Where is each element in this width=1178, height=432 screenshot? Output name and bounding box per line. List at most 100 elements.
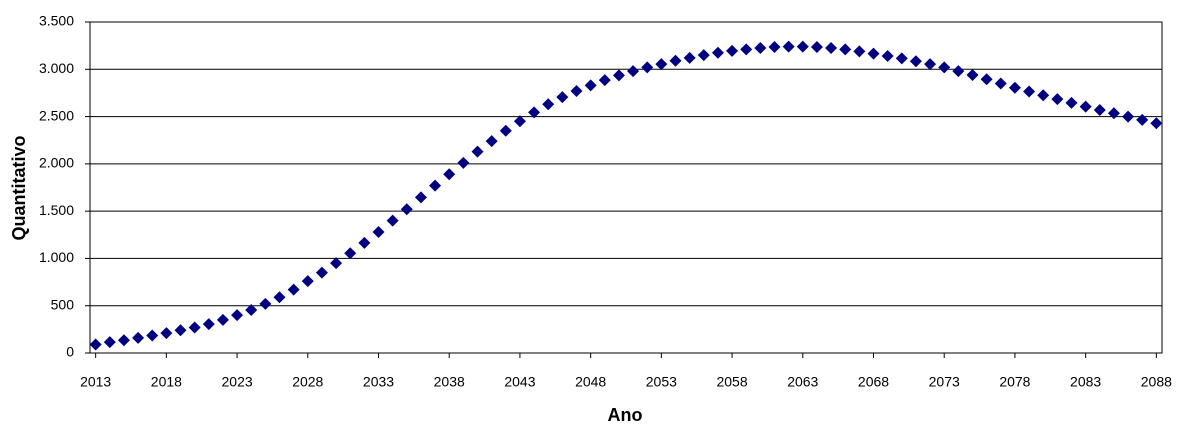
- data-point: [117, 334, 130, 347]
- x-axis-title: Ano: [608, 405, 643, 425]
- y-tick-label: 2.500: [39, 107, 74, 123]
- data-point: [726, 44, 739, 57]
- data-point: [245, 303, 258, 316]
- data-point: [542, 98, 555, 111]
- x-tick-label: 2018: [151, 374, 182, 390]
- data-point: [103, 336, 116, 349]
- data-point: [796, 40, 809, 53]
- x-tick-label: 2048: [575, 374, 606, 390]
- data-point: [768, 41, 781, 54]
- data-point: [1051, 93, 1064, 106]
- data-point: [556, 91, 569, 104]
- data-point: [259, 297, 272, 310]
- data-point: [1136, 113, 1149, 126]
- x-tick-label: 2063: [787, 374, 818, 390]
- x-tick-label: 2043: [504, 374, 535, 390]
- data-point: [697, 49, 710, 62]
- data-point: [1107, 107, 1120, 120]
- data-point: [810, 41, 823, 54]
- data-point: [980, 73, 993, 86]
- data-point: [443, 168, 456, 181]
- plot-area: [89, 21, 1163, 354]
- x-tick-label: 2068: [858, 374, 889, 390]
- data-point: [188, 321, 201, 334]
- data-point: [909, 55, 922, 68]
- data-point: [1037, 89, 1050, 102]
- data-point: [881, 50, 894, 63]
- y-axis-title: Quantitativo: [9, 135, 29, 240]
- data-point: [216, 313, 229, 326]
- x-tick-label: 2083: [1070, 374, 1101, 390]
- data-point: [1008, 81, 1021, 94]
- data-point: [1093, 103, 1106, 116]
- y-tick-label: 500: [51, 296, 75, 312]
- data-point: [160, 327, 173, 340]
- x-tick-label: 2058: [716, 374, 747, 390]
- data-point: [231, 309, 244, 322]
- data-point: [471, 145, 484, 158]
- data-point: [598, 74, 611, 87]
- data-point: [513, 115, 526, 128]
- y-tick-label: 3.000: [39, 60, 74, 76]
- x-tick-label: 2088: [1141, 374, 1172, 390]
- data-point: [301, 275, 314, 288]
- data-point: [612, 69, 625, 82]
- data-point: [146, 329, 159, 342]
- data-point: [952, 65, 965, 78]
- data-point: [853, 45, 866, 58]
- x-tick-label: 2038: [434, 374, 465, 390]
- data-point: [655, 58, 668, 71]
- data-point: [414, 191, 427, 204]
- data-point: [344, 247, 357, 260]
- data-point: [994, 77, 1007, 90]
- data-point: [924, 58, 937, 71]
- y-tick-label: 0: [66, 344, 74, 360]
- x-tick-label: 2078: [999, 374, 1030, 390]
- data-point: [89, 338, 102, 351]
- data-point: [966, 68, 979, 81]
- data-point: [485, 135, 498, 148]
- data-point: [825, 42, 838, 55]
- data-point: [386, 214, 399, 227]
- data-point: [839, 43, 852, 56]
- data-point: [358, 236, 371, 249]
- data-point: [754, 42, 767, 55]
- data-point: [330, 257, 343, 270]
- x-tick-label: 2028: [292, 374, 323, 390]
- data-point: [429, 179, 442, 192]
- data-point: [132, 331, 145, 344]
- data-point: [1023, 85, 1036, 98]
- data-point: [740, 43, 753, 56]
- data-point: [938, 61, 951, 74]
- data-point: [570, 85, 583, 98]
- y-tick-label: 3.500: [39, 13, 74, 29]
- data-point: [499, 124, 512, 137]
- data-point: [782, 40, 795, 53]
- data-point: [669, 54, 682, 67]
- x-tick-label: 2073: [929, 374, 960, 390]
- y-tick-label: 2.000: [39, 155, 74, 171]
- x-tick-label: 2013: [80, 374, 111, 390]
- data-point: [584, 79, 597, 92]
- data-point: [867, 47, 880, 60]
- y-tick-label: 1.000: [39, 249, 74, 265]
- data-point: [641, 61, 654, 74]
- data-point: [273, 291, 286, 304]
- data-point: [174, 324, 187, 337]
- data-point: [202, 318, 215, 331]
- data-point: [315, 266, 328, 279]
- data-point: [711, 46, 724, 59]
- data-point: [1122, 110, 1135, 123]
- data-point: [287, 283, 300, 296]
- x-tick-label: 2033: [363, 374, 394, 390]
- data-point: [1150, 117, 1163, 130]
- data-point: [1079, 100, 1092, 113]
- data-point: [457, 156, 470, 169]
- y-tick-label: 1.500: [39, 202, 74, 218]
- data-point: [400, 203, 413, 216]
- data-point: [372, 225, 385, 238]
- data-point: [895, 52, 908, 65]
- data-point: [627, 65, 640, 78]
